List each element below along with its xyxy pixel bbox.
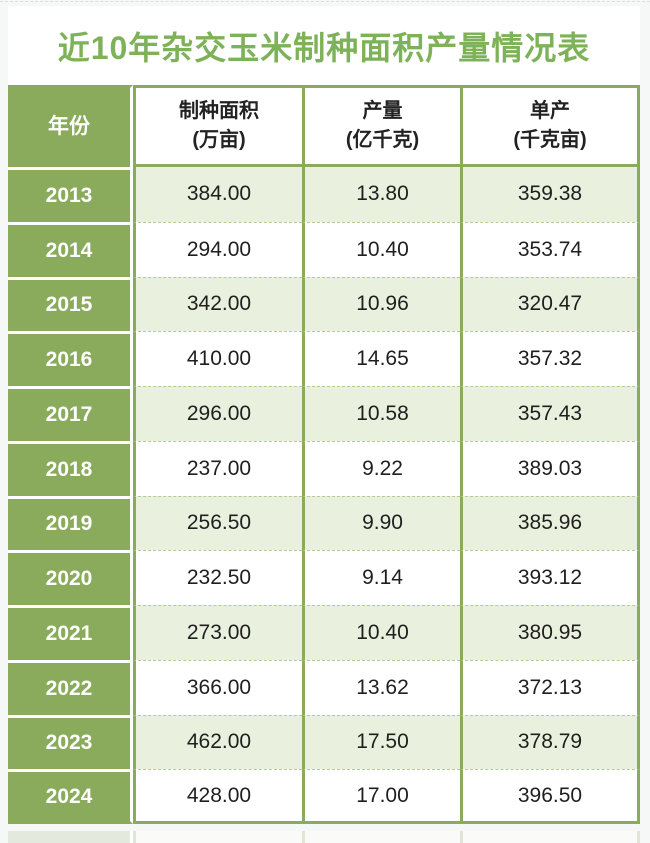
year-cell: 2018 — [8, 440, 133, 496]
output-cell: 9.14 — [302, 550, 460, 605]
unit-yield-cell: 396.50 — [460, 769, 640, 824]
table-header-row: 年份 制种面积 (万亩) 产量 (亿千克) 单产 (千克亩) — [8, 85, 640, 167]
year-cell: 2022 — [8, 659, 133, 715]
title-bar: 近10年杂交玉米制种面积产量情况表 — [8, 6, 640, 85]
year-cell: 2014 — [8, 221, 133, 277]
header-label-year: 年份 — [48, 115, 90, 139]
unit-yield-cell: 380.95 — [460, 605, 640, 660]
cropped-area-cell — [133, 831, 302, 843]
cropped-unit-yield-cell — [460, 831, 640, 843]
unit-yield-cell: 357.32 — [460, 331, 640, 386]
output-cell: 13.62 — [302, 659, 460, 715]
unit-yield-cell: 378.79 — [460, 714, 640, 770]
area-cell: 410.00 — [133, 331, 302, 386]
table-row: 2017 296.00 10.58 357.43 — [8, 386, 640, 441]
cropped-output-cell — [302, 831, 460, 843]
table-row: 2018 237.00 9.22 389.03 — [8, 440, 640, 496]
area-cell: 256.50 — [133, 495, 302, 551]
output-cell: 17.00 — [302, 769, 460, 824]
page-title: 近10年杂交玉米制种面积产量情况表 — [57, 29, 591, 66]
table-body: 2013 384.00 13.80 359.38 2014 294.00 10.40 353.… — [8, 167, 640, 824]
output-cell: 10.40 — [302, 221, 460, 277]
header-unit-unit-yield: (千克亩) — [513, 129, 587, 151]
table-row: 2016 410.00 14.65 357.32 — [8, 331, 640, 386]
year-cell: 2021 — [8, 605, 133, 660]
table-row: 2015 342.00 10.96 320.47 — [8, 276, 640, 332]
area-cell: 273.00 — [133, 605, 302, 660]
table-row: 2024 428.00 17.00 396.50 — [8, 769, 640, 824]
table-row: 2014 294.00 10.40 353.74 — [8, 221, 640, 277]
unit-yield-cell: 353.74 — [460, 221, 640, 277]
unit-yield-cell: 393.12 — [460, 550, 640, 605]
area-cell: 342.00 — [133, 276, 302, 332]
unit-yield-cell: 385.96 — [460, 495, 640, 551]
unit-yield-cell: 320.47 — [460, 276, 640, 332]
area-cell: 366.00 — [133, 659, 302, 715]
output-cell: 14.65 — [302, 331, 460, 386]
header-unit-area: (万亩) — [192, 129, 246, 151]
table-row: 2019 256.50 9.90 385.96 — [8, 495, 640, 551]
cropped-year-cell — [8, 831, 133, 843]
area-cell: 428.00 — [133, 769, 302, 824]
page-top-hairline — [0, 1, 650, 2]
year-cell: 2016 — [8, 331, 133, 386]
table-card: 近10年杂交玉米制种面积产量情况表 年份 制种面积 (万亩) 产量 (亿千克) … — [8, 6, 640, 843]
header-cell-unit-yield: 单产 (千克亩) — [460, 85, 640, 167]
unit-yield-cell: 372.13 — [460, 659, 640, 715]
table-row: 2021 273.00 10.40 380.95 — [8, 605, 640, 660]
area-cell: 237.00 — [133, 440, 302, 496]
header-cell-area: 制种面积 (万亩) — [133, 85, 302, 167]
unit-yield-cell: 389.03 — [460, 440, 640, 496]
area-cell: 462.00 — [133, 714, 302, 770]
year-cell: 2024 — [8, 769, 133, 824]
table-row: 2013 384.00 13.80 359.38 — [8, 167, 640, 222]
header-label-unit-yield: 单产 — [529, 100, 570, 122]
header-label-output: 产量 — [362, 100, 403, 122]
area-cell: 232.50 — [133, 550, 302, 605]
year-cell: 2023 — [8, 714, 133, 770]
year-cell: 2017 — [8, 386, 133, 441]
table-row: 2022 366.00 13.62 372.13 — [8, 659, 640, 715]
output-cell: 10.96 — [302, 276, 460, 332]
table-row: 2020 232.50 9.14 393.12 — [8, 550, 640, 605]
area-cell: 384.00 — [133, 167, 302, 222]
area-cell: 296.00 — [133, 386, 302, 441]
unit-yield-cell: 359.38 — [460, 167, 640, 222]
output-cell: 9.90 — [302, 495, 460, 551]
output-cell: 17.50 — [302, 714, 460, 770]
output-cell: 13.80 — [302, 167, 460, 222]
cropped-next-row — [8, 831, 640, 843]
output-cell: 10.58 — [302, 386, 460, 441]
year-cell: 2015 — [8, 276, 133, 332]
year-cell: 2019 — [8, 495, 133, 551]
year-cell: 2013 — [8, 167, 133, 222]
output-cell: 9.22 — [302, 440, 460, 496]
table-row: 2023 462.00 17.50 378.79 — [8, 714, 640, 770]
year-cell: 2020 — [8, 550, 133, 605]
header-cell-output: 产量 (亿千克) — [302, 85, 460, 167]
header-cell-year: 年份 — [8, 85, 133, 167]
unit-yield-cell: 357.43 — [460, 386, 640, 441]
header-label-area: 制种面积 — [179, 100, 259, 122]
area-cell: 294.00 — [133, 221, 302, 277]
output-cell: 10.40 — [302, 605, 460, 660]
header-unit-output: (亿千克) — [345, 129, 420, 151]
